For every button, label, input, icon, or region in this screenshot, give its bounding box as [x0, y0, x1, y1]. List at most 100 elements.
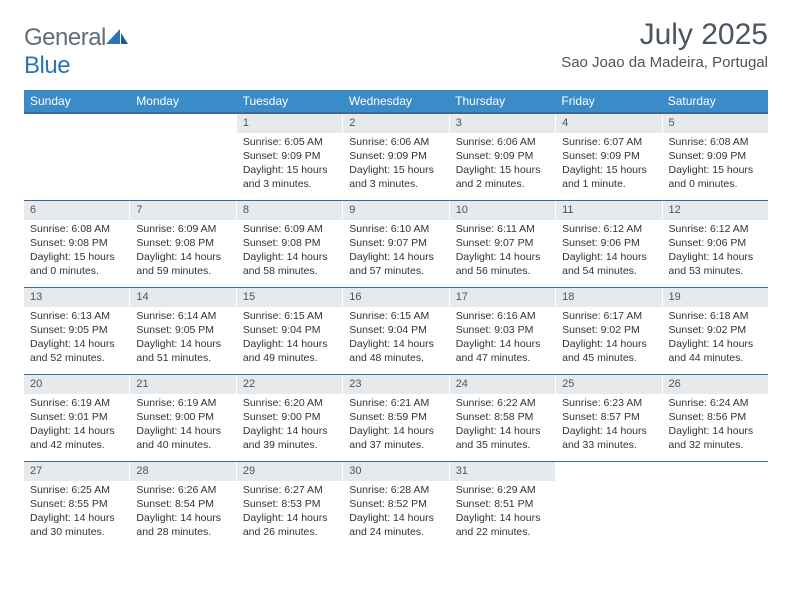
sunrise-text: Sunrise: 6:16 AM — [456, 309, 549, 323]
day-details: Sunrise: 6:08 AMSunset: 9:08 PMDaylight:… — [24, 220, 129, 283]
sunrise-text: Sunrise: 6:25 AM — [30, 483, 123, 497]
sunrise-text: Sunrise: 6:29 AM — [456, 483, 549, 497]
day-number: 9 — [343, 201, 448, 220]
sunrise-text: Sunrise: 6:10 AM — [349, 222, 442, 236]
calendar-day-empty — [662, 462, 768, 548]
brand-logo: General Blue — [24, 24, 128, 80]
calendar-day: 20Sunrise: 6:19 AMSunset: 9:01 PMDayligh… — [24, 375, 129, 461]
brand-word1: General — [24, 24, 106, 51]
day-number: 29 — [237, 462, 342, 481]
sunset-text: Sunset: 9:02 PM — [669, 323, 762, 337]
sunset-text: Sunset: 8:55 PM — [30, 497, 123, 511]
calendar-day: 30Sunrise: 6:28 AMSunset: 8:52 PMDayligh… — [342, 462, 448, 548]
sunset-text: Sunset: 9:04 PM — [349, 323, 442, 337]
day-number: 28 — [130, 462, 235, 481]
day-details: Sunrise: 6:15 AMSunset: 9:04 PMDaylight:… — [237, 307, 342, 370]
calendar-day: 26Sunrise: 6:24 AMSunset: 8:56 PMDayligh… — [662, 375, 768, 461]
sunset-text: Sunset: 9:00 PM — [243, 410, 336, 424]
daylight-text: Daylight: 14 hours and 54 minutes. — [562, 250, 655, 278]
day-number: 27 — [24, 462, 129, 481]
day-details: Sunrise: 6:09 AMSunset: 9:08 PMDaylight:… — [130, 220, 235, 283]
day-number: 16 — [343, 288, 448, 307]
daylight-text: Daylight: 14 hours and 53 minutes. — [669, 250, 762, 278]
sunset-text: Sunset: 9:08 PM — [30, 236, 123, 250]
daylight-text: Daylight: 15 hours and 0 minutes. — [669, 163, 762, 191]
sunset-text: Sunset: 9:05 PM — [136, 323, 229, 337]
day-number: 20 — [24, 375, 129, 394]
day-details: Sunrise: 6:21 AMSunset: 8:59 PMDaylight:… — [343, 394, 448, 457]
day-details: Sunrise: 6:18 AMSunset: 9:02 PMDaylight:… — [663, 307, 768, 370]
sunrise-text: Sunrise: 6:14 AM — [136, 309, 229, 323]
day-number: 15 — [237, 288, 342, 307]
day-number: 30 — [343, 462, 448, 481]
sunset-text: Sunset: 8:57 PM — [562, 410, 655, 424]
calendar-day: 19Sunrise: 6:18 AMSunset: 9:02 PMDayligh… — [662, 288, 768, 374]
sunrise-text: Sunrise: 6:26 AM — [136, 483, 229, 497]
daylight-text: Daylight: 14 hours and 57 minutes. — [349, 250, 442, 278]
day-details: Sunrise: 6:12 AMSunset: 9:06 PMDaylight:… — [556, 220, 661, 283]
calendar-day: 9 Sunrise: 6:10 AMSunset: 9:07 PMDaylight… — [342, 201, 448, 287]
sunset-text: Sunset: 9:09 PM — [669, 149, 762, 163]
daylight-text: Daylight: 14 hours and 39 minutes. — [243, 424, 336, 452]
day-number: 22 — [237, 375, 342, 394]
sunrise-text: Sunrise: 6:19 AM — [30, 396, 123, 410]
weekday-header: Monday — [130, 90, 236, 112]
daylight-text: Daylight: 14 hours and 40 minutes. — [136, 424, 229, 452]
day-number: 31 — [450, 462, 555, 481]
day-number: 21 — [130, 375, 235, 394]
sunset-text: Sunset: 8:54 PM — [136, 497, 229, 511]
sunrise-text: Sunrise: 6:09 AM — [136, 222, 229, 236]
sunrise-text: Sunrise: 6:13 AM — [30, 309, 123, 323]
calendar-week: 1Sunrise: 6:05 AMSunset: 9:09 PMDaylight… — [24, 112, 768, 200]
calendar-day: 7Sunrise: 6:09 AMSunset: 9:08 PMDaylight… — [129, 201, 235, 287]
month-title: July 2025 — [561, 18, 768, 52]
daylight-text: Daylight: 15 hours and 1 minute. — [562, 163, 655, 191]
day-details: Sunrise: 6:13 AMSunset: 9:05 PMDaylight:… — [24, 307, 129, 370]
sunrise-text: Sunrise: 6:12 AM — [562, 222, 655, 236]
day-details: Sunrise: 6:23 AMSunset: 8:57 PMDaylight:… — [556, 394, 661, 457]
calendar-day: 12Sunrise: 6:12 AMSunset: 9:06 PMDayligh… — [662, 201, 768, 287]
daylight-text: Daylight: 14 hours and 42 minutes. — [30, 424, 123, 452]
sunrise-text: Sunrise: 6:07 AM — [562, 135, 655, 149]
sunset-text: Sunset: 9:07 PM — [349, 236, 442, 250]
day-number: 11 — [556, 201, 661, 220]
weekday-header: Sunday — [24, 90, 130, 112]
daylight-text: Daylight: 14 hours and 24 minutes. — [349, 511, 442, 539]
sunrise-text: Sunrise: 6:08 AM — [669, 135, 762, 149]
day-details: Sunrise: 6:16 AMSunset: 9:03 PMDaylight:… — [450, 307, 555, 370]
calendar-day: 4Sunrise: 6:07 AMSunset: 9:09 PMDaylight… — [555, 114, 661, 200]
calendar-week: 6Sunrise: 6:08 AMSunset: 9:08 PMDaylight… — [24, 200, 768, 287]
calendar-day: 17Sunrise: 6:16 AMSunset: 9:03 PMDayligh… — [449, 288, 555, 374]
sunset-text: Sunset: 9:03 PM — [456, 323, 549, 337]
sunrise-text: Sunrise: 6:23 AM — [562, 396, 655, 410]
sunrise-text: Sunrise: 6:22 AM — [456, 396, 549, 410]
sunset-text: Sunset: 9:09 PM — [562, 149, 655, 163]
daylight-text: Daylight: 14 hours and 30 minutes. — [30, 511, 123, 539]
sunset-text: Sunset: 9:09 PM — [456, 149, 549, 163]
sunrise-text: Sunrise: 6:17 AM — [562, 309, 655, 323]
daylight-text: Daylight: 14 hours and 22 minutes. — [456, 511, 549, 539]
calendar-day: 15Sunrise: 6:15 AMSunset: 9:04 PMDayligh… — [236, 288, 342, 374]
day-number: 19 — [663, 288, 768, 307]
calendar-day: 16Sunrise: 6:15 AMSunset: 9:04 PMDayligh… — [342, 288, 448, 374]
daylight-text: Daylight: 14 hours and 33 minutes. — [562, 424, 655, 452]
weekday-header: Tuesday — [237, 90, 343, 112]
day-details: Sunrise: 6:28 AMSunset: 8:52 PMDaylight:… — [343, 481, 448, 544]
sunset-text: Sunset: 9:05 PM — [30, 323, 123, 337]
daylight-text: Daylight: 15 hours and 3 minutes. — [243, 163, 336, 191]
calendar-day: 29Sunrise: 6:27 AMSunset: 8:53 PMDayligh… — [236, 462, 342, 548]
day-number: 13 — [24, 288, 129, 307]
calendar-day: 13Sunrise: 6:13 AMSunset: 9:05 PMDayligh… — [24, 288, 129, 374]
calendar-day: 6Sunrise: 6:08 AMSunset: 9:08 PMDaylight… — [24, 201, 129, 287]
sunset-text: Sunset: 9:00 PM — [136, 410, 229, 424]
sunrise-text: Sunrise: 6:27 AM — [243, 483, 336, 497]
day-details: Sunrise: 6:17 AMSunset: 9:02 PMDaylight:… — [556, 307, 661, 370]
sunrise-text: Sunrise: 6:21 AM — [349, 396, 442, 410]
calendar-day: 1Sunrise: 6:05 AMSunset: 9:09 PMDaylight… — [236, 114, 342, 200]
day-details: Sunrise: 6:08 AMSunset: 9:09 PMDaylight:… — [663, 133, 768, 196]
sunset-text: Sunset: 9:06 PM — [562, 236, 655, 250]
calendar-day: 10Sunrise: 6:11 AMSunset: 9:07 PMDayligh… — [449, 201, 555, 287]
daylight-text: Daylight: 14 hours and 44 minutes. — [669, 337, 762, 365]
daylight-text: Daylight: 14 hours and 26 minutes. — [243, 511, 336, 539]
day-number: 6 — [24, 201, 129, 220]
